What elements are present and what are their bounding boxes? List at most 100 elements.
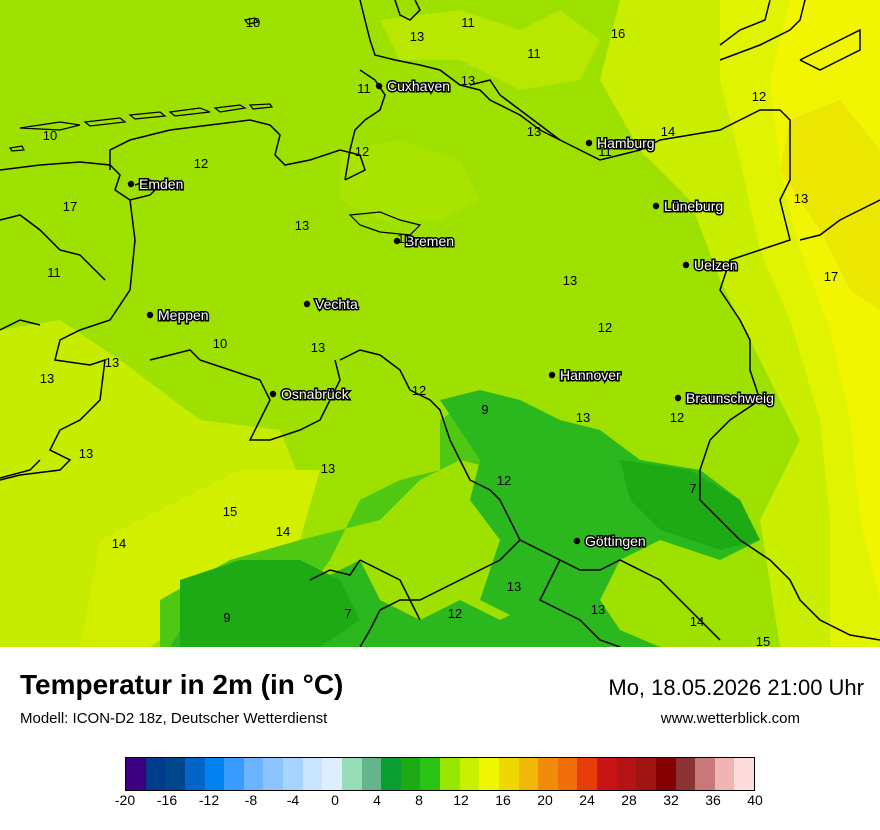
temperature-value: 9 [481,402,488,417]
temperature-value: 17 [63,199,77,214]
scale-segment [283,758,303,790]
map-title: Temperatur in 2m (in °C) [20,669,344,700]
scale-segment [126,758,146,790]
temperature-value: 11 [357,81,371,96]
footer: Temperatur in 2m (in °C) Modell: ICON-D2… [0,647,880,830]
temperature-value: 14 [112,536,126,551]
scale-tick-label: 32 [663,792,679,808]
city-dot [585,139,593,147]
color-scale-ticks: -20 -16 -12 -8 -4 0 4 8 12 16 20 24 28 32 36 40 [115,792,763,816]
scale-segment [302,758,323,790]
scale-segment [341,758,362,790]
temperature-value: 13 [311,340,325,355]
temperature-value: 12 [355,144,369,159]
warm-zone-southwest [0,320,300,647]
city-dot [682,261,690,269]
temperature-value: 13 [461,73,475,88]
scale-tick-label: 0 [331,792,339,808]
scale-tick-label: 36 [705,792,721,808]
temperature-value: 11 [527,46,541,61]
scale-segment [400,758,421,790]
temperature-value: 10 [213,336,227,351]
temperature-value: 7 [344,606,351,621]
temperature-value: 14 [276,524,290,539]
city-label: Hamburg [597,135,655,151]
scale-segment [420,758,440,790]
scale-segment [440,758,460,790]
scale-segment [675,758,696,790]
frisian-islands [8,17,422,236]
temperature-value: 13 [295,218,309,233]
city-dot [674,394,682,402]
city-dot [393,237,401,245]
warm-patch-elbe [380,10,600,90]
scale-segment [734,758,754,790]
temperature-value: 11 [598,144,612,159]
temperature-value: 13 [576,410,590,425]
scale-segment [204,758,225,790]
cool-zone-harz [440,390,760,647]
city-label: Cuxhaven [387,78,450,94]
website-link[interactable]: www.wetterblick.com [660,710,800,727]
city-dot [548,371,556,379]
temperature-value: 14 [661,124,675,139]
color-scale [125,757,755,791]
temperature-value: 12 [497,473,511,488]
temperature-value: 13 [321,461,335,476]
scale-tick-label: -16 [156,792,178,808]
scale-segment [714,758,735,790]
city-label: Emden [139,176,183,192]
temperature-value: 12 [448,606,462,621]
valid-datetime: Mo, 18.05.2026 21:00 Uhr [608,675,864,700]
temperature-value: 11 [397,231,411,246]
city-label: Osnabrück [281,386,350,402]
scale-segment [695,758,715,790]
city-label: Lüneburg [664,198,723,214]
scale-segment [577,758,597,790]
temperature-map: Cuxhaven Hamburg Emden Lüneburg Bremen Uelzen… [0,0,880,647]
scale-segment [479,758,499,790]
scale-tick-label: 28 [621,792,637,808]
temperature-value: 17 [824,269,838,284]
scale-tick-label: 16 [495,792,511,808]
city-label: Meppen [158,307,209,323]
temperature-value: 12 [670,410,684,425]
temperature-value: 12 [194,156,208,171]
temperature-value: 10 [246,15,260,30]
scale-segment [322,758,342,790]
borders-and-coast [0,0,880,647]
temperature-value: 13 [40,371,54,386]
scale-tick-label: 40 [747,792,763,808]
temperature-value: 11 [47,265,61,280]
scale-segment [636,758,656,790]
scale-segment [263,758,283,790]
scale-tick-label: 4 [373,792,381,808]
scale-segment [165,758,185,790]
scale-tick-label: -12 [198,792,220,808]
scale-tick-label: -20 [114,792,136,808]
scale-segment [538,758,558,790]
temperature-value: 13 [410,29,424,44]
city-dot [303,300,311,308]
city-label: Göttingen [585,533,646,549]
scale-tick-label: 24 [579,792,595,808]
scale-segment [361,758,382,790]
temperature-values: 10 11 11 13 13 11 16 12 10 12 14 13 12 11 17 13 13 11 17 11… [40,15,838,647]
temperature-value: 14 [690,614,704,629]
scale-segment [616,758,637,790]
scale-segment [655,758,676,790]
hottest-patch-east [780,100,880,310]
city-label: Uelzen [694,257,738,273]
city-dot [573,537,581,545]
temperature-value: 13 [527,124,541,139]
temperature-value: 10 [43,128,57,143]
scale-tick-label: 8 [415,792,423,808]
temperature-value: 11 [461,15,475,30]
scale-segment [498,758,519,790]
scale-segment [224,758,244,790]
warm-zone-south [80,470,320,647]
city-label: Bremen [405,233,454,249]
scale-segment [459,758,480,790]
temperature-value: 15 [756,634,770,647]
city-dot [269,390,277,398]
